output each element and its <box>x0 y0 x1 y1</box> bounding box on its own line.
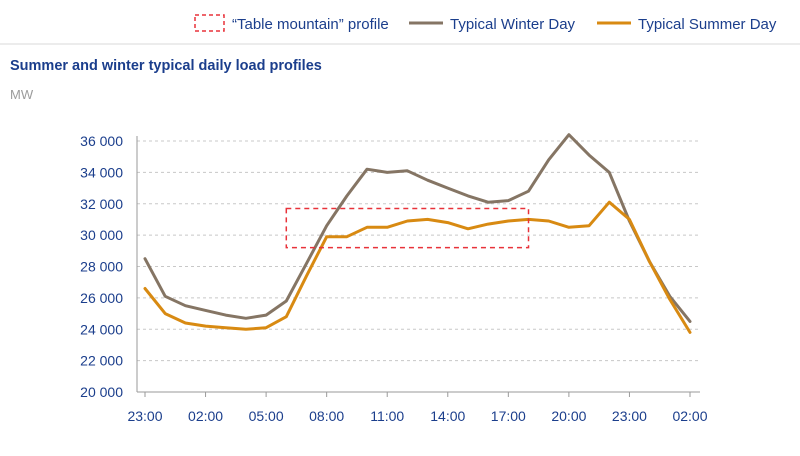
legend-summer-label: Typical Summer Day <box>638 16 777 33</box>
x-tick-label: 23:00 <box>127 408 162 424</box>
y-tick-label: 20 000 <box>80 384 123 400</box>
x-tick-label: 05:00 <box>249 408 284 424</box>
y-tick-label: 22 000 <box>80 353 123 369</box>
legend-table-mountain-label: “Table mountain” profile <box>232 16 389 33</box>
legend-table-mountain-swatch <box>194 14 225 32</box>
legend: “Table mountain” profile Typical Winter … <box>194 14 777 33</box>
x-tick-label: 02:00 <box>188 408 223 424</box>
legend-winter-label: Typical Winter Day <box>450 16 576 33</box>
y-tick-label: 30 000 <box>80 227 123 243</box>
y-tick-label: 26 000 <box>80 290 123 306</box>
chart-title: Summer and winter typical daily load pro… <box>10 58 322 74</box>
series-lines <box>143 133 692 334</box>
y-tick-label: 28 000 <box>80 259 123 275</box>
y-axis-ticks: 20 000 22 000 24 000 26 000 28 000 30 000 32 0… <box>80 133 123 400</box>
x-tick-label: 17:00 <box>491 408 526 424</box>
y-tick-label: 24 000 <box>80 321 123 337</box>
summer-series-line <box>143 200 692 334</box>
plot-area: 20 000 22 000 24 000 26 000 28 000 30 000 32 0… <box>80 133 708 424</box>
table-mountain-annotation <box>285 207 530 249</box>
y-tick-label: 36 000 <box>80 133 123 149</box>
winter-series-line <box>143 133 692 323</box>
chart-unit: MW <box>10 87 34 102</box>
x-tick-label: 23:00 <box>612 408 647 424</box>
x-tick-label: 20:00 <box>551 408 586 424</box>
y-tick-label: 34 000 <box>80 164 123 180</box>
y-tick-label: 32 000 <box>80 196 123 212</box>
x-tick-label: 02:00 <box>672 408 707 424</box>
x-axis-ticks: 23:00 02:00 05:00 08:00 11:00 14:00 17:00 20:00… <box>127 392 708 424</box>
x-tick-label: 11:00 <box>370 408 404 424</box>
x-tick-label: 08:00 <box>309 408 344 424</box>
x-tick-label: 14:00 <box>430 408 465 424</box>
